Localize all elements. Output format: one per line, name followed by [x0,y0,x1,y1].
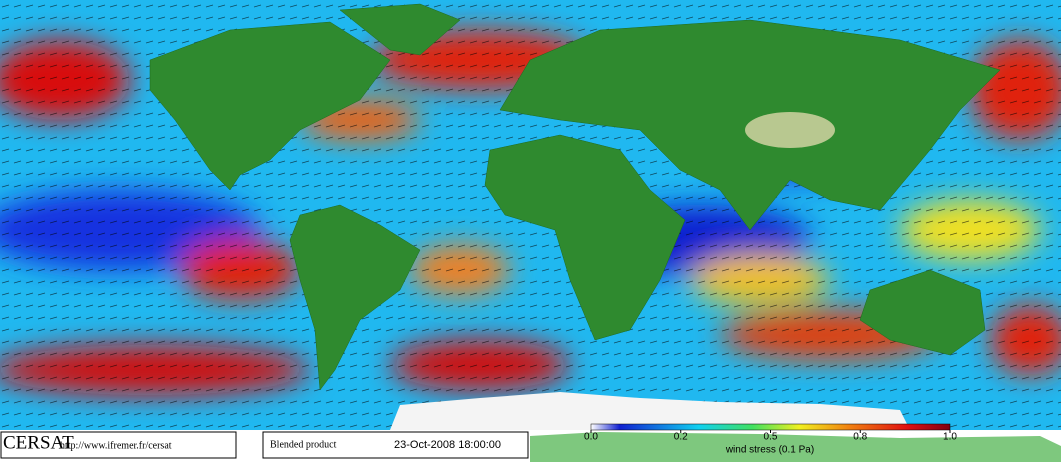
antarctica [390,392,910,430]
logo: CERSAT [3,432,74,453]
logo-box [0,431,237,459]
legend-panel: CERSAT http://www.ifremer.fr/cersat Blen… [0,423,1061,462]
product: Blended product [270,439,337,450]
colorbar-tick-label: 1.0 [943,432,957,443]
colorbar-tick-label: 0.0 [584,432,598,443]
colorbar-tick-label: 0.2 [674,432,688,443]
land [149,3,1001,391]
colorbar [590,423,951,431]
product-box [262,431,529,459]
url: http://www.ifremer.fr/cersat [60,440,172,451]
colorbar-tick-label: 0.5 [764,432,778,443]
colorbar-tick-label: 0.8 [853,432,867,443]
date: 23-Oct-2008 18:00:00 [394,439,501,451]
colorbar-label: wind stress (0.1 Pa) [725,445,814,456]
